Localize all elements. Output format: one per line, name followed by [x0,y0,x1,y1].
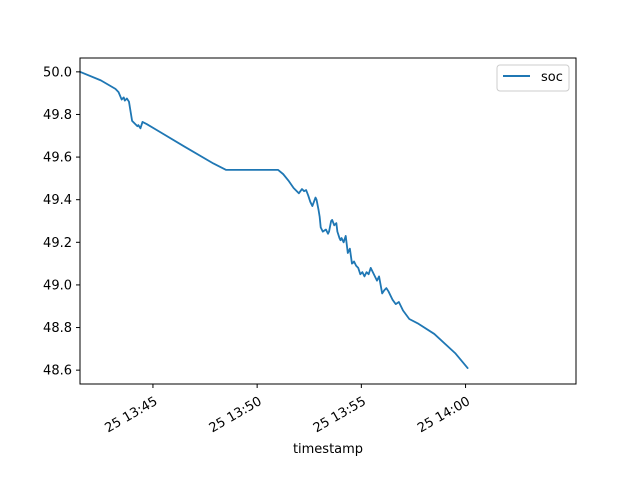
y-tick-label: 49.8 [43,108,72,123]
legend: soc [496,64,570,92]
y-tick-label: 48.8 [43,321,72,336]
x-axis-label: timestamp [293,442,363,457]
plot-frame [79,57,577,385]
series-line-soc [79,70,469,369]
y-tick-label: 50.0 [43,65,72,80]
y-axis: 48.6 48.8 49.0 49.2 49.4 49.6 49.8 50.0 [43,65,80,379]
legend-box [496,64,570,92]
x-tick-label: 25 14:00 [415,394,473,436]
x-tick-label: 25 13:50 [207,394,265,436]
legend-label: soc [541,70,563,85]
y-tick-label: 49.2 [43,236,72,251]
y-tick-label: 48.6 [43,364,72,379]
x-axis: 25 13:45 25 13:50 25 13:55 25 14:00 [102,384,473,436]
x-tick-label: 25 13:55 [311,394,369,436]
y-tick-label: 49.6 [43,151,72,166]
y-tick-label: 49.0 [43,278,72,293]
x-tick-label: 25 13:45 [102,394,160,436]
y-tick-label: 49.4 [43,193,72,208]
